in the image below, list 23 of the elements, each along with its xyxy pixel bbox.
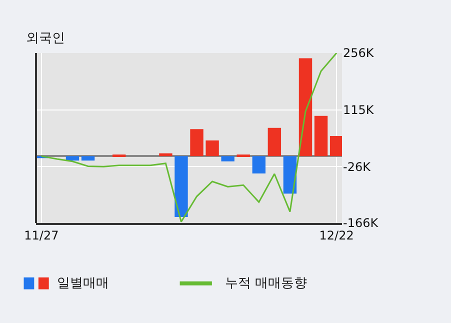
y-tick-label: 115K [343,103,375,117]
bar [330,136,342,156]
x-tick-label: 11/27 [24,228,59,242]
chart-title: 외국인 [26,31,65,46]
legend-label: 일별매매 [57,276,109,291]
bar [314,116,328,156]
bar [283,156,297,194]
y-tick-label: -166K [343,216,380,230]
legend-label: 누적 매매동향 [225,276,308,291]
y-tick-label: 256K [343,46,375,60]
bar [206,140,219,156]
bar [159,153,172,156]
bar [190,129,204,156]
x-tick-label: 12/22 [319,228,354,242]
y-tick-label: -26K [343,160,372,174]
bar [268,128,282,156]
bar [174,156,188,217]
bar [221,156,234,162]
line-series [40,53,338,223]
bar [298,58,312,156]
bar [81,156,95,161]
bar [66,156,80,161]
bar [252,156,266,174]
